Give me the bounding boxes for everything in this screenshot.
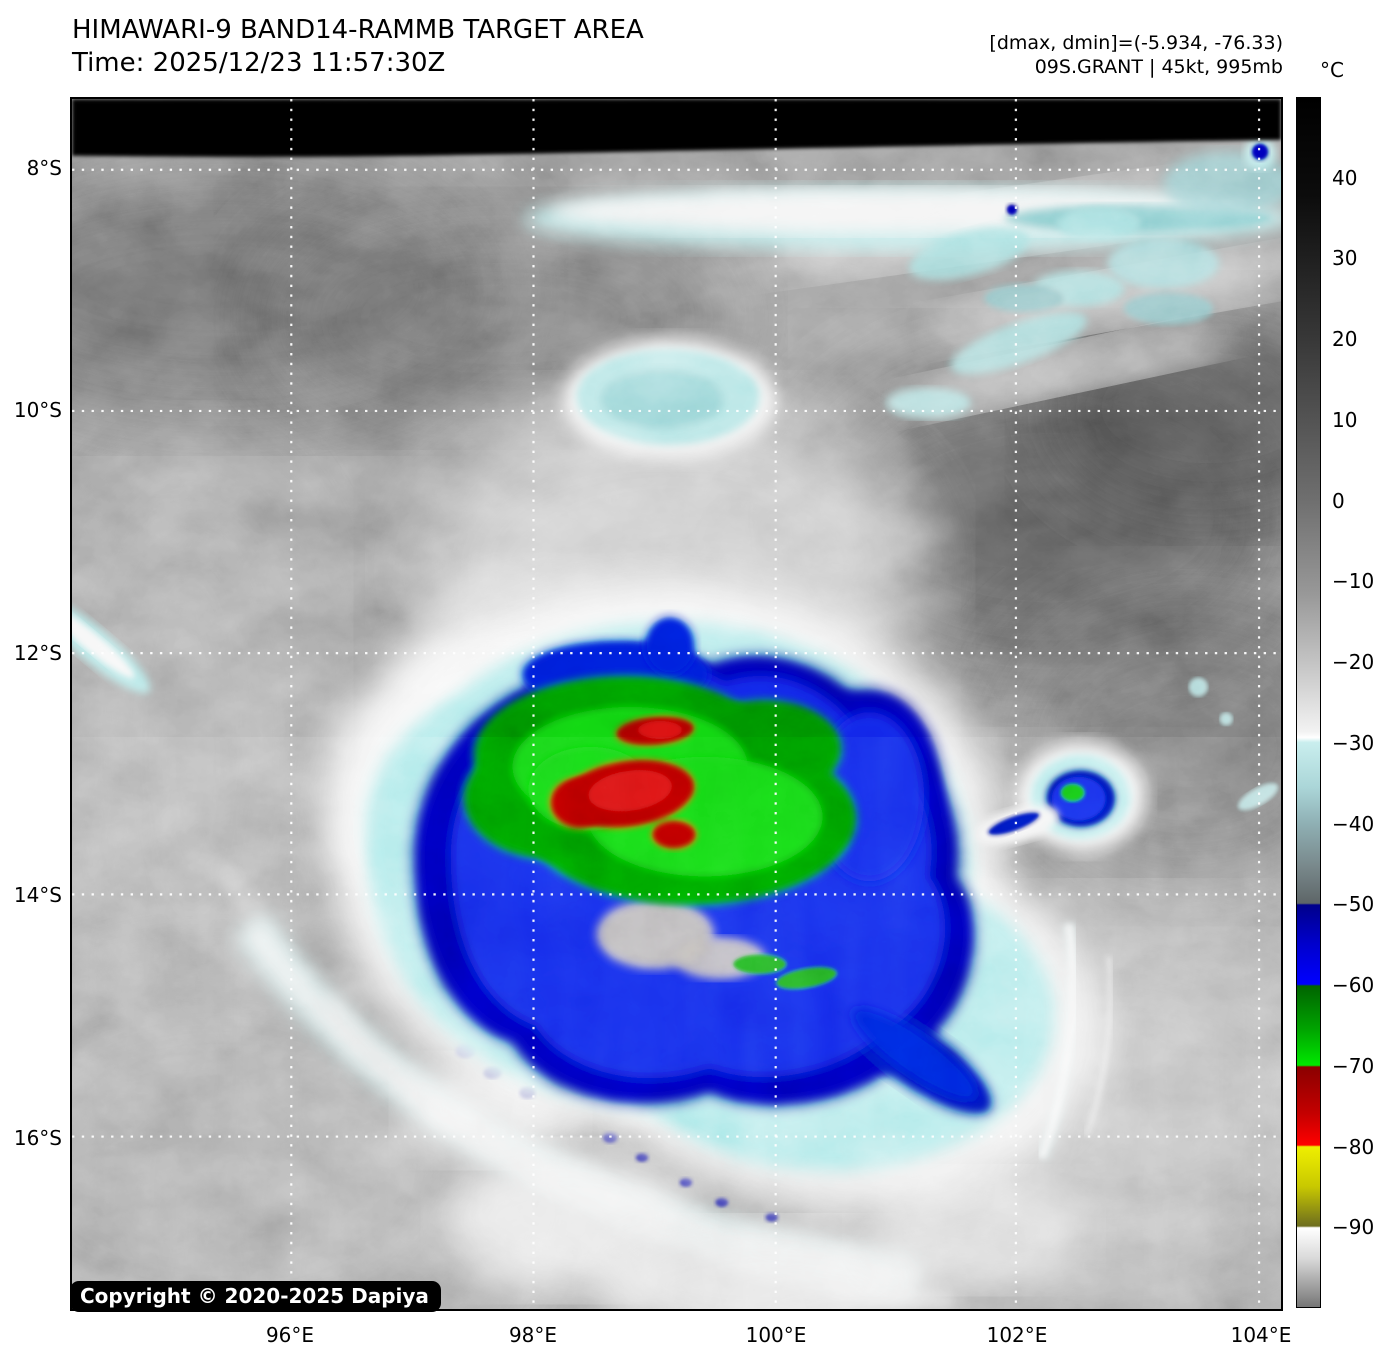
lon-tick-104e: 104°E xyxy=(1230,1323,1292,1347)
timestamp: Time: 2025/12/23 11:57:30Z xyxy=(72,48,446,78)
temperature-colorbar xyxy=(1296,97,1321,1308)
lat-tick-14s: 14°S xyxy=(13,883,62,907)
colorbar-tick: −50 xyxy=(1332,892,1375,916)
colorbar-unit-label: °C xyxy=(1320,58,1344,82)
colorbar-tick: −60 xyxy=(1332,973,1375,997)
lat-tick-10s: 10°S xyxy=(13,398,62,422)
colorbar-tick: 10 xyxy=(1332,408,1358,432)
copyright-badge: Copyright © 2020-2025 Dapiya xyxy=(70,1281,441,1312)
page-title: HIMAWARI-9 BAND14-RAMMB TARGET AREA xyxy=(72,15,644,45)
dmax-dmin-readout: [dmax, dmin]=(-5.934, -76.33) xyxy=(989,32,1283,54)
satellite-image xyxy=(70,97,1283,1311)
lon-tick-98e: 98°E xyxy=(508,1323,558,1347)
colorbar-tick: −10 xyxy=(1332,569,1375,593)
lat-tick-16s: 16°S xyxy=(13,1126,62,1150)
scan-edge-band xyxy=(72,99,1281,157)
colorbar-tick: 40 xyxy=(1332,166,1358,190)
lat-tick-12s: 12°S xyxy=(13,641,62,665)
colorbar-tick: 0 xyxy=(1332,489,1345,513)
lon-tick-102e: 102°E xyxy=(986,1323,1048,1347)
colorbar-tick: −70 xyxy=(1332,1054,1375,1078)
texture-noise xyxy=(72,99,1281,1309)
satellite-image-canvas xyxy=(72,99,1281,1309)
colorbar-tick: −40 xyxy=(1332,812,1375,836)
colorbar-tick: −30 xyxy=(1332,731,1375,755)
gridlines xyxy=(72,99,1281,1309)
storm-info: 09S.GRANT | 45kt, 995mb xyxy=(1034,56,1283,78)
colorbar-tick: 20 xyxy=(1332,327,1358,351)
lon-tick-100e: 100°E xyxy=(745,1323,807,1347)
lon-tick-96e: 96°E xyxy=(265,1323,315,1347)
colorbar-tick: −80 xyxy=(1332,1135,1375,1159)
colorbar-tick: 30 xyxy=(1332,246,1358,270)
colorbar-tick: −90 xyxy=(1332,1215,1375,1239)
colorbar-tick: −20 xyxy=(1332,650,1375,674)
lat-tick-8s: 8°S xyxy=(26,156,62,180)
